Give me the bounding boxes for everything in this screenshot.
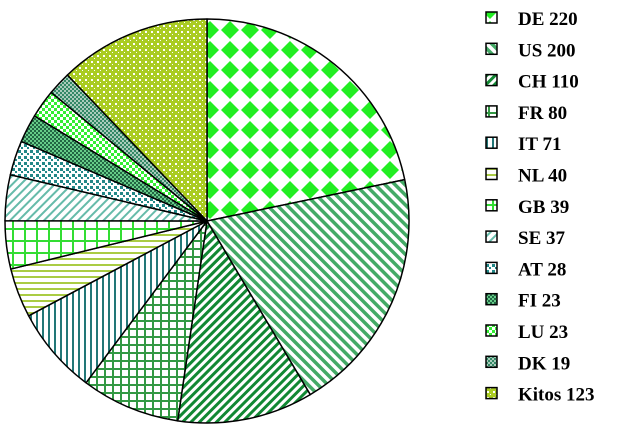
legend-label-lu: LU 23 [518,322,568,343]
legend-swatch-se [485,230,498,243]
legend: DE 220 US 200 CH 110 FR 80 IT 71 NL 40 GB 39 SE… [485,9,595,406]
legend-swatch-fi [485,292,498,306]
pie-slice-de [206,18,406,222]
legend-swatch-fr [485,105,498,118]
legend-label-fi: FI 23 [518,291,561,312]
legend-label-dk: DK 19 [518,353,570,374]
legend-swatch-de [485,11,498,24]
legend-swatch-it [485,136,498,149]
legend-swatch-lu [485,324,498,337]
legend-swatch-ch [485,73,498,87]
legend-label-gb: GB 39 [518,197,569,218]
legend-label-us: US 200 [518,40,576,61]
legend-label-at: AT 28 [518,259,566,280]
pie-slice-us [206,178,410,396]
legend-label-kitos: Kitos 123 [518,385,595,406]
legend-swatch-gb [485,199,498,212]
pie-slice-kitos [66,18,208,222]
legend-label-fr: FR 80 [518,103,567,124]
legend-label-se: SE 37 [518,228,565,249]
legend-swatch-dk [485,355,498,369]
legend-label-de: DE 220 [518,9,578,30]
pie-slice-fr [85,220,208,422]
legend-label-it: IT 71 [518,134,561,155]
pie-slices [4,18,410,424]
legend-label-ch: CH 110 [518,72,579,93]
legend-swatch-kitos [485,386,498,400]
pie-slice-ch [176,220,311,424]
legend-swatch-us [485,42,498,56]
legend-swatch-nl [485,167,498,181]
legend-label-nl: NL 40 [518,166,567,187]
legend-swatch-at [485,261,498,275]
